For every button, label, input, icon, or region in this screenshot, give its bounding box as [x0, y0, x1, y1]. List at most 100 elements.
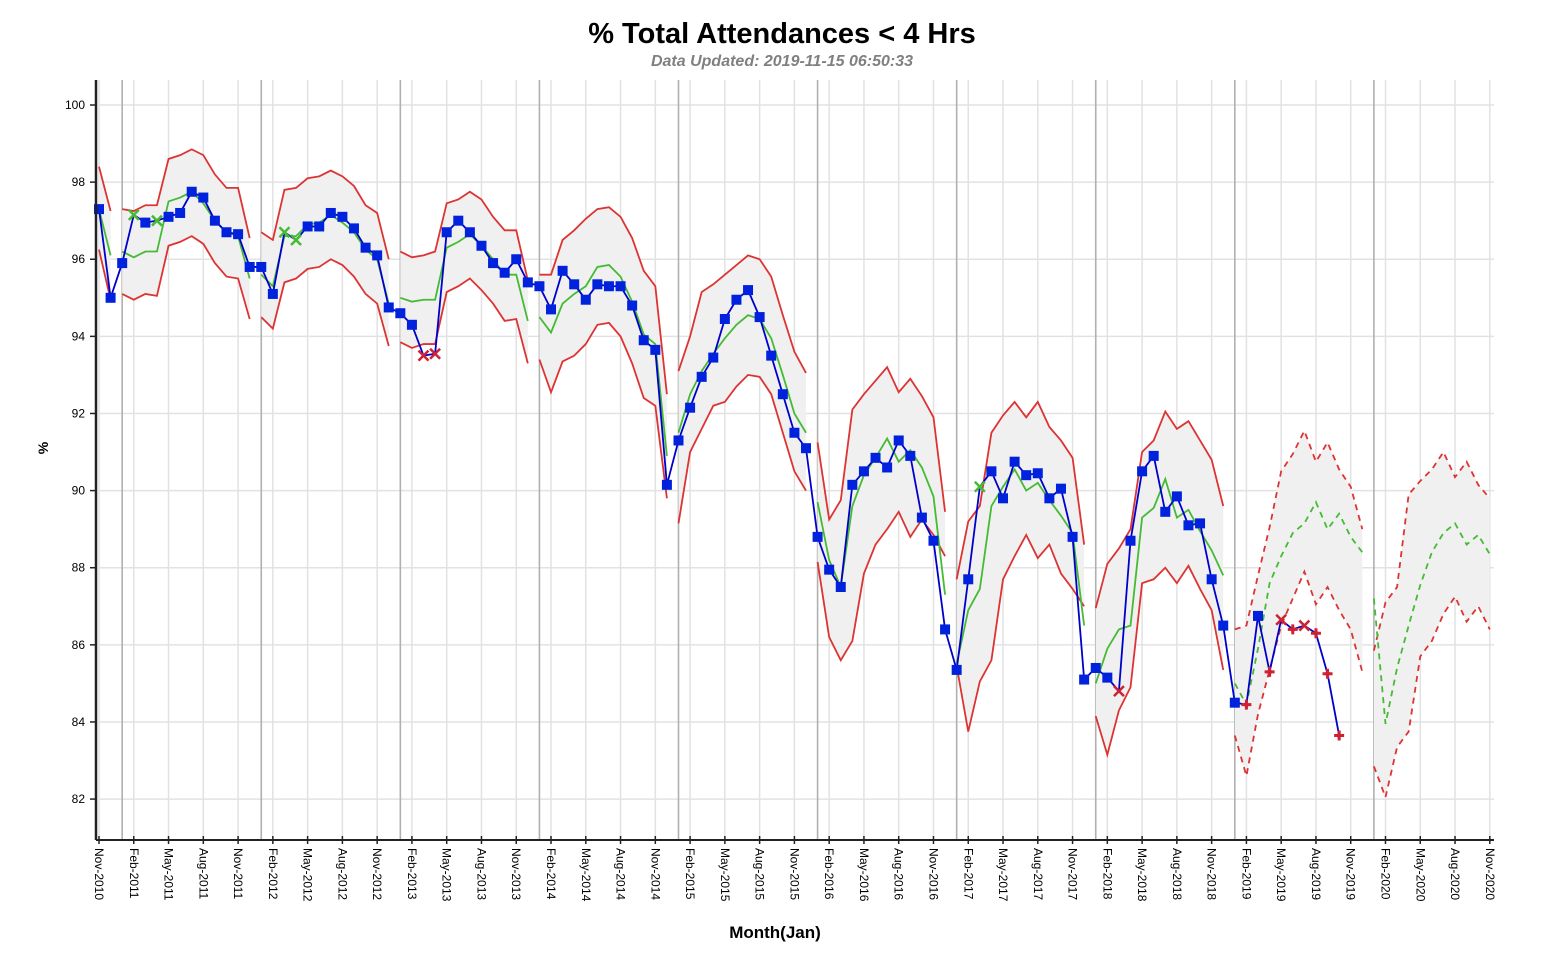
data-point-marker	[754, 312, 765, 323]
chart-title: % Total Attendances < 4 Hrs	[588, 18, 976, 50]
x-tick-label: Nov-2013	[509, 848, 523, 900]
data-point-marker	[476, 240, 487, 251]
data-point-marker	[1148, 450, 1159, 461]
mean-line	[98, 208, 112, 256]
x-tick-label: May-2019	[1274, 848, 1288, 902]
data-point-marker	[441, 227, 452, 238]
x-tick-label: Feb-2018	[1100, 848, 1114, 900]
x-tick-label: Nov-2016	[926, 848, 940, 900]
data-point-marker	[1218, 620, 1229, 631]
data-point-marker	[1055, 483, 1066, 494]
data-point-marker	[127, 209, 140, 221]
y-tick-label: 84	[72, 715, 86, 729]
y-axis-title: %	[35, 441, 51, 454]
x-tick-label: Nov-2010	[92, 848, 106, 900]
data-markers	[94, 186, 1345, 741]
data-point-marker	[511, 254, 522, 265]
data-point-dot	[1336, 732, 1342, 738]
x-tick-label: May-2013	[440, 848, 454, 902]
data-point-marker	[940, 624, 951, 635]
y-tick-label: 100	[65, 98, 85, 112]
data-point-marker	[627, 300, 638, 311]
lower-limit-line	[677, 373, 807, 524]
y-tick-label: 90	[72, 484, 86, 498]
data-point-marker	[1079, 674, 1090, 685]
x-tick-label: Feb-2015	[683, 848, 697, 900]
data-point-marker	[290, 234, 302, 246]
mean-line	[1234, 500, 1364, 708]
data-point-marker	[603, 281, 614, 292]
lower-limit-line	[399, 277, 529, 364]
y-tick-label: 88	[72, 561, 86, 575]
x-tick-label: May-2017	[996, 848, 1010, 902]
data-point-marker	[105, 292, 116, 303]
x-tick-label: Feb-2013	[405, 848, 419, 900]
data-point-marker	[719, 314, 730, 325]
control-band-segment	[1234, 430, 1363, 776]
x-tick-label: Aug-2017	[1031, 848, 1045, 900]
data-point-marker	[325, 207, 336, 218]
y-tick-label: 92	[72, 406, 86, 420]
x-tick-label: Feb-2014	[544, 848, 558, 900]
x-tick-label: Nov-2014	[648, 848, 662, 900]
x-tick-label: Nov-2015	[787, 848, 801, 900]
data-point-marker	[870, 452, 881, 463]
data-point-marker	[302, 221, 313, 232]
data-point-marker	[1229, 697, 1240, 708]
data-point-marker	[337, 211, 348, 222]
data-point-marker	[1032, 468, 1043, 479]
data-point-marker	[685, 402, 696, 413]
upper-limit-line	[399, 190, 529, 281]
upper-limit-line	[539, 206, 668, 395]
data-point-marker	[395, 308, 406, 319]
lower-limit-line	[1094, 564, 1225, 759]
lower-limit-line	[955, 533, 1085, 732]
data-point-marker	[858, 466, 869, 477]
data-point-marker	[278, 226, 291, 239]
x-tick-label: Nov-2017	[1066, 848, 1080, 900]
data-point-marker	[789, 427, 800, 438]
lower-limit-line	[1373, 594, 1491, 801]
y-tick-label: 96	[72, 252, 86, 266]
data-point-marker	[406, 319, 417, 330]
x-tick-label: May-2014	[579, 848, 593, 902]
lower-limit-line	[538, 321, 668, 499]
data-point-marker	[835, 582, 846, 592]
data-point-marker	[151, 214, 163, 227]
control-band-segment	[122, 149, 250, 320]
data-point-marker	[417, 349, 430, 362]
data-point-marker	[117, 258, 128, 269]
data-point-marker	[221, 227, 232, 238]
data-point-dot	[1243, 702, 1249, 708]
data-point-marker	[140, 217, 151, 228]
data-point-marker	[951, 664, 962, 675]
data-point-marker	[743, 285, 754, 296]
data-point-marker	[800, 443, 811, 454]
lower-limit-line	[121, 235, 251, 320]
data-point-marker	[372, 250, 383, 261]
data-point-marker	[661, 479, 672, 490]
data-point-marker	[464, 227, 475, 238]
control-band-segment	[956, 401, 1085, 732]
data-point-marker	[348, 223, 359, 234]
data-point-marker	[882, 462, 893, 473]
data-point-marker	[1160, 506, 1171, 517]
data-point-marker	[209, 215, 220, 226]
x-tick-label: Feb-2019	[1239, 848, 1253, 900]
data-point-marker	[777, 389, 788, 400]
data-point-marker	[973, 480, 986, 493]
data-point-marker	[488, 258, 499, 269]
data-point-marker	[1102, 672, 1113, 683]
lower-limit-line	[260, 258, 390, 347]
upper-limit-line	[1234, 428, 1364, 631]
x-tick-label: Nov-2020	[1483, 848, 1497, 900]
data-point-marker	[638, 335, 649, 346]
data-point-marker	[615, 281, 626, 292]
x-tick-label: Nov-2011	[231, 848, 245, 899]
data-point-dot	[1325, 671, 1331, 677]
x-tick-label: May-2016	[857, 848, 871, 902]
x-tick-label: Feb-2017	[961, 848, 975, 900]
data-point-marker	[1253, 610, 1263, 621]
axes: 82 84 86 88 90 92 94 96 98 100 Nov-2010 Feb-2011 May…	[65, 80, 1497, 902]
